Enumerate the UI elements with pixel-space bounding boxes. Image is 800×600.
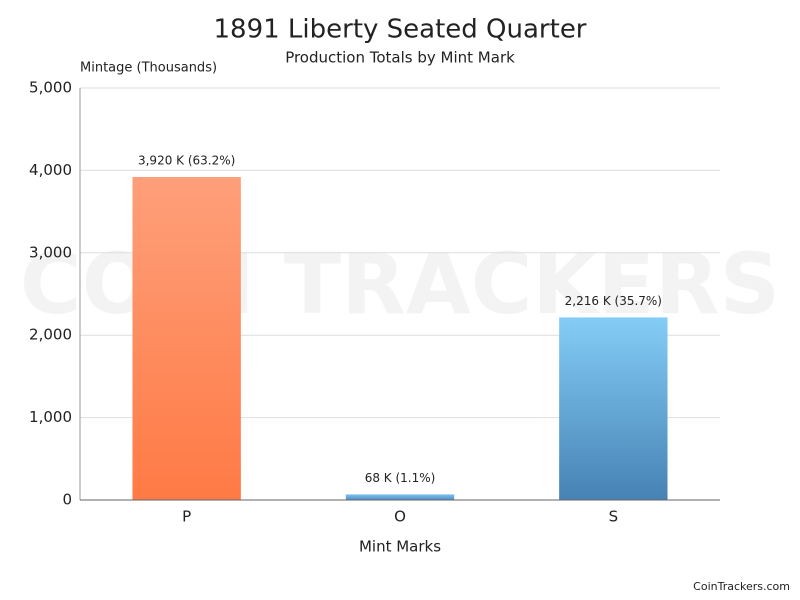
chart-title: 1891 Liberty Seated Quarter [213,15,586,45]
value-label: 3,920 K (63.2%) [138,153,235,167]
y-tick-label: 4,000 [29,161,72,179]
y-tick-label: 0 [62,491,72,509]
x-tick-label: S [609,508,619,526]
bar [559,317,667,500]
y-axis-label: Mintage (Thousands) [80,61,217,76]
y-tick-label: 2,000 [29,326,72,344]
y-tick-label: 3,000 [29,243,72,261]
bar [346,494,454,500]
footer: CoinTrackers.com [693,580,790,593]
y-tick-label: 5,000 [29,79,72,97]
value-label: 68 K (1.1%) [365,471,436,485]
x-axis-label: Mint Marks [359,538,441,556]
chart-subtitle: Production Totals by Mint Mark [285,49,515,67]
y-tick-label: 1,000 [29,408,72,426]
value-label: 2,216 K (35.7%) [565,294,662,308]
bar [132,177,240,500]
x-tick-label: P [182,508,191,526]
x-tick-label: O [394,508,406,526]
